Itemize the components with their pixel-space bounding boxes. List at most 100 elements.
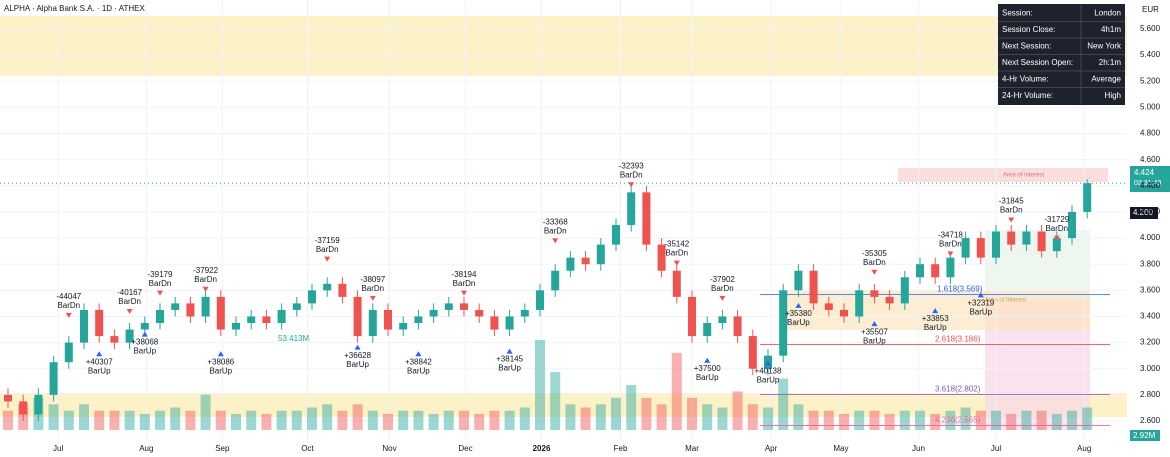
y-tick-label: 3.800 bbox=[1140, 259, 1161, 268]
candle-body bbox=[247, 316, 256, 323]
candle-body bbox=[672, 270, 681, 297]
candle-body bbox=[490, 316, 499, 330]
candle-body bbox=[460, 303, 468, 310]
signal-arrow bbox=[202, 286, 209, 292]
candle-body bbox=[232, 323, 240, 330]
candle-body bbox=[505, 316, 514, 330]
signal-arrow bbox=[932, 308, 939, 314]
volume-bar bbox=[291, 410, 302, 430]
candle-body bbox=[1022, 231, 1031, 245]
candle-body bbox=[95, 309, 104, 337]
signal-tag: BarUp bbox=[407, 366, 430, 375]
volume-bar bbox=[474, 413, 485, 430]
candle-body bbox=[1068, 211, 1076, 239]
volume-box bbox=[1130, 430, 1160, 441]
x-tick-label: Jun bbox=[912, 444, 925, 453]
volume-bar bbox=[626, 385, 637, 430]
volume-bar bbox=[276, 410, 287, 430]
candle-body bbox=[916, 264, 924, 278]
candle-body bbox=[338, 283, 347, 297]
signal-tag: BarUp bbox=[924, 323, 947, 332]
signal-value: -35305 bbox=[862, 249, 887, 258]
y-tick-label: 3.000 bbox=[1140, 364, 1161, 373]
candle-body bbox=[855, 290, 864, 317]
signal-tag: BarDn bbox=[863, 258, 886, 267]
y-tick-label: 4.000 bbox=[1140, 233, 1161, 242]
candle-body bbox=[536, 290, 544, 310]
x-tick-label: Jul bbox=[991, 444, 1001, 453]
volume-bar bbox=[1021, 410, 1032, 430]
signal-value: -37159 bbox=[315, 236, 340, 245]
volume-bar bbox=[702, 404, 713, 430]
candle-body bbox=[1052, 238, 1061, 252]
signal-arrow bbox=[324, 256, 331, 262]
volume-bar bbox=[443, 410, 454, 430]
currency: EUR bbox=[1142, 5, 1159, 14]
signal-arrow bbox=[947, 251, 954, 257]
volume-bar bbox=[519, 407, 530, 430]
x-tick-label: May bbox=[833, 444, 848, 453]
signal-value: -40167 bbox=[117, 288, 142, 297]
candle-body bbox=[216, 296, 225, 330]
x-tick-label: Apr bbox=[765, 444, 778, 453]
zone-label: Area of Interest bbox=[985, 298, 1026, 304]
candle-body bbox=[399, 323, 408, 330]
candle-body bbox=[262, 316, 271, 323]
signal-arrow bbox=[795, 302, 802, 308]
candle-body bbox=[201, 296, 210, 317]
signal-value: +38145 bbox=[496, 355, 523, 364]
candle-body bbox=[870, 290, 879, 297]
signal-arrow bbox=[369, 295, 376, 301]
volume-bar bbox=[915, 410, 925, 430]
candle-body bbox=[368, 309, 377, 337]
fib-region-upper bbox=[985, 230, 1090, 300]
volume-bar bbox=[63, 410, 74, 430]
signal-value: -37922 bbox=[193, 266, 218, 275]
volume-bar bbox=[352, 404, 363, 430]
candle-body bbox=[80, 309, 88, 343]
candle-body bbox=[627, 192, 636, 225]
y-tick-label: 5.400 bbox=[1140, 50, 1161, 59]
volume-bar bbox=[595, 404, 606, 430]
table-value: High bbox=[1105, 91, 1121, 100]
volume-bar bbox=[155, 410, 165, 430]
candle-body bbox=[976, 238, 985, 258]
table-key: 24-Hr Volume: bbox=[1002, 91, 1053, 100]
signal-tag: BarUp bbox=[757, 375, 780, 384]
y-tick-label: 2.800 bbox=[1140, 390, 1161, 399]
volume-bar bbox=[611, 397, 621, 430]
candle-body bbox=[292, 303, 301, 310]
volume-bar bbox=[489, 410, 500, 430]
y-tick-label: 3.400 bbox=[1140, 312, 1161, 321]
signal-tag: BarDn bbox=[620, 170, 643, 179]
y-tick-label: 3.600 bbox=[1140, 285, 1161, 294]
volume-bar bbox=[641, 397, 652, 430]
volume-bar bbox=[535, 340, 545, 430]
signal-tag: BarDn bbox=[194, 275, 217, 284]
signal-value: +38086 bbox=[207, 357, 234, 366]
signal-tag: BarDn bbox=[316, 245, 339, 254]
signal-value: +38068 bbox=[131, 338, 158, 347]
candle-body bbox=[657, 244, 666, 271]
x-tick-label: Dec bbox=[458, 444, 472, 453]
volume-bar bbox=[48, 404, 59, 430]
signal-tag: BarDn bbox=[57, 301, 80, 310]
signal-arrow bbox=[719, 295, 726, 301]
signal-tag: BarDn bbox=[1000, 206, 1023, 215]
volume-bar bbox=[550, 372, 561, 430]
signal-value: -37902 bbox=[710, 275, 735, 284]
candle-body bbox=[49, 362, 58, 395]
x-tick-label: Jul bbox=[53, 444, 63, 453]
volume-bar bbox=[763, 407, 773, 430]
candle-body bbox=[171, 303, 180, 310]
y-tick-label: 5.600 bbox=[1140, 24, 1161, 33]
signal-arrow bbox=[673, 260, 680, 266]
table-key: Session Close: bbox=[1002, 25, 1055, 34]
signal-tag: BarDn bbox=[1045, 224, 1068, 233]
volume-bar bbox=[1051, 413, 1062, 430]
signal-value: +35380 bbox=[785, 309, 812, 318]
candle-body bbox=[551, 270, 560, 291]
candle-body bbox=[703, 323, 712, 337]
volume-bar bbox=[1082, 407, 1093, 430]
